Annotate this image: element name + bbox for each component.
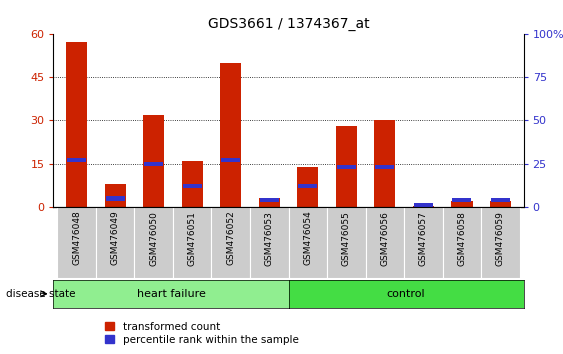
Bar	[404, 207, 443, 278]
Bar	[414, 203, 433, 207]
Bar	[376, 165, 395, 169]
Bar	[143, 115, 164, 207]
Bar	[182, 161, 203, 207]
Text: GSM476058: GSM476058	[457, 211, 466, 266]
Bar	[105, 184, 126, 207]
Bar	[250, 207, 288, 278]
Bar	[260, 198, 279, 202]
Bar	[66, 42, 87, 207]
Bar	[413, 206, 434, 207]
Bar	[173, 207, 212, 278]
Text: GSM476056: GSM476056	[381, 211, 390, 266]
Text: GSM476057: GSM476057	[419, 211, 428, 266]
Bar	[491, 198, 510, 202]
Bar	[221, 158, 240, 162]
Bar	[365, 207, 404, 278]
Text: GSM476052: GSM476052	[226, 211, 235, 266]
Bar	[67, 158, 86, 162]
Text: heart failure: heart failure	[137, 289, 205, 299]
Bar	[337, 165, 356, 169]
Text: control: control	[387, 289, 426, 299]
Text: GSM476050: GSM476050	[149, 211, 158, 266]
Bar	[297, 167, 319, 207]
Bar	[481, 207, 520, 278]
Bar	[96, 207, 135, 278]
Bar	[57, 207, 96, 278]
Bar	[374, 120, 395, 207]
Bar	[336, 126, 357, 207]
Text: GSM476048: GSM476048	[72, 211, 81, 266]
Bar	[490, 201, 511, 207]
Bar	[144, 161, 163, 166]
Bar	[288, 207, 327, 278]
Legend: transformed count, percentile rank within the sample: transformed count, percentile rank withi…	[101, 317, 303, 349]
Bar	[453, 198, 471, 202]
Text: GSM476059: GSM476059	[496, 211, 505, 266]
Title: GDS3661 / 1374367_at: GDS3661 / 1374367_at	[208, 17, 369, 31]
Text: GSM476051: GSM476051	[187, 211, 196, 266]
Text: disease state: disease state	[6, 289, 75, 299]
Bar	[135, 207, 173, 278]
Text: GSM476055: GSM476055	[342, 211, 351, 266]
Bar	[106, 196, 124, 201]
Bar	[182, 184, 202, 188]
Bar	[220, 63, 242, 207]
Text: GSM476054: GSM476054	[303, 211, 312, 266]
Text: GSM476049: GSM476049	[111, 211, 120, 266]
Bar	[212, 207, 250, 278]
Bar	[298, 184, 318, 188]
Bar	[327, 207, 365, 278]
Bar	[443, 207, 481, 278]
Bar	[452, 201, 472, 207]
Text: GSM476053: GSM476053	[265, 211, 274, 266]
Bar	[258, 198, 280, 207]
